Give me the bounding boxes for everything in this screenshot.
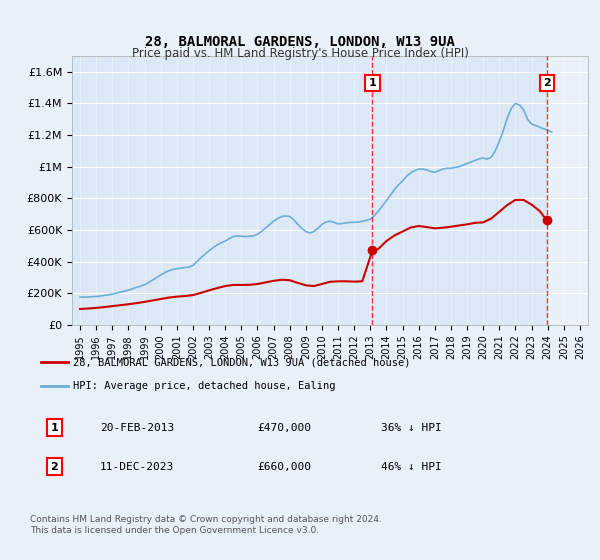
Text: 28, BALMORAL GARDENS, LONDON, W13 9UA (detached house): 28, BALMORAL GARDENS, LONDON, W13 9UA (d… [73,357,410,367]
Text: 1: 1 [50,423,58,433]
Text: Price paid vs. HM Land Registry's House Price Index (HPI): Price paid vs. HM Land Registry's House … [131,46,469,60]
Text: HPI: Average price, detached house, Ealing: HPI: Average price, detached house, Eali… [73,380,336,390]
Text: 46% ↓ HPI: 46% ↓ HPI [381,462,442,472]
Text: 11-DEC-2023: 11-DEC-2023 [100,462,175,472]
Text: Contains HM Land Registry data © Crown copyright and database right 2024.
This d: Contains HM Land Registry data © Crown c… [30,515,382,535]
Text: 2: 2 [50,462,58,472]
Text: 20-FEB-2013: 20-FEB-2013 [100,423,175,433]
Text: 36% ↓ HPI: 36% ↓ HPI [381,423,442,433]
Text: 1: 1 [368,78,376,88]
Text: £470,000: £470,000 [257,423,311,433]
Bar [548,56,588,325]
Text: 2: 2 [543,78,551,88]
Text: 28, BALMORAL GARDENS, LONDON, W13 9UA: 28, BALMORAL GARDENS, LONDON, W13 9UA [145,35,455,49]
Text: £660,000: £660,000 [257,462,311,472]
Bar [548,56,588,325]
